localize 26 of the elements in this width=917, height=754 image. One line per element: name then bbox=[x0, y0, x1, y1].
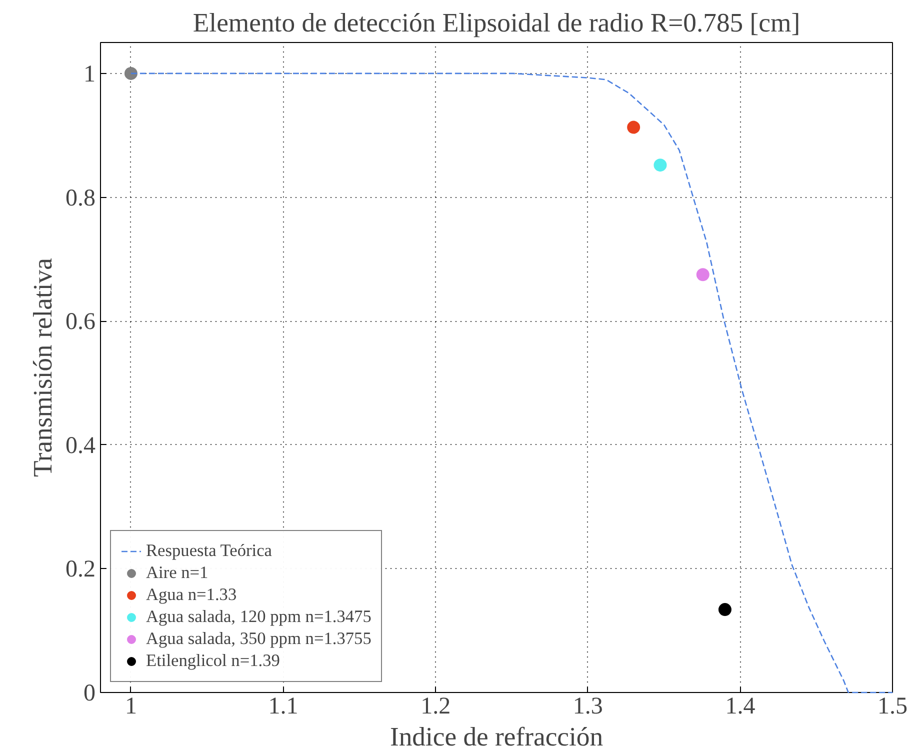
legend-label: Agua salada, 350 ppm n=1.3755 bbox=[146, 629, 372, 649]
y-tick-label: 0.4 bbox=[66, 432, 96, 459]
x-tick-label: 1.4 bbox=[725, 694, 756, 720]
y-tick-label: 0.6 bbox=[66, 309, 96, 336]
legend-label: Agua salada, 120 ppm n=1.3475 bbox=[146, 607, 372, 627]
x-tick-label: 1.5 bbox=[878, 694, 908, 720]
point bbox=[124, 66, 138, 80]
x-tick-label: 1.2 bbox=[420, 694, 451, 720]
y-tick-label: 0.2 bbox=[66, 556, 96, 583]
x-tick-label: 1.1 bbox=[268, 694, 298, 720]
x-axis-title: Indice de refracción bbox=[390, 722, 604, 752]
point bbox=[654, 158, 667, 172]
x-tick-label: 1 bbox=[124, 694, 137, 720]
point bbox=[718, 603, 732, 616]
point bbox=[627, 120, 640, 134]
legend-label: Agua n=1.33 bbox=[146, 585, 237, 605]
x-tick-label: 1.3 bbox=[572, 694, 603, 720]
legend-label: Aire n=1 bbox=[146, 563, 208, 583]
y-tick-label: 0.8 bbox=[66, 185, 96, 212]
legend-label: Respuesta Teórica bbox=[146, 541, 272, 561]
point bbox=[696, 268, 710, 282]
legend-label: Etilenglicol n=1.39 bbox=[146, 651, 280, 671]
chart-title: Elemento de detección Elipsoidal de radio R=0.785 [cm] bbox=[192, 8, 800, 38]
y-tick-label: 1 bbox=[84, 61, 96, 88]
y-tick-label: 0 bbox=[84, 680, 96, 706]
y-axis-title: Transmisión relativa bbox=[28, 258, 58, 477]
